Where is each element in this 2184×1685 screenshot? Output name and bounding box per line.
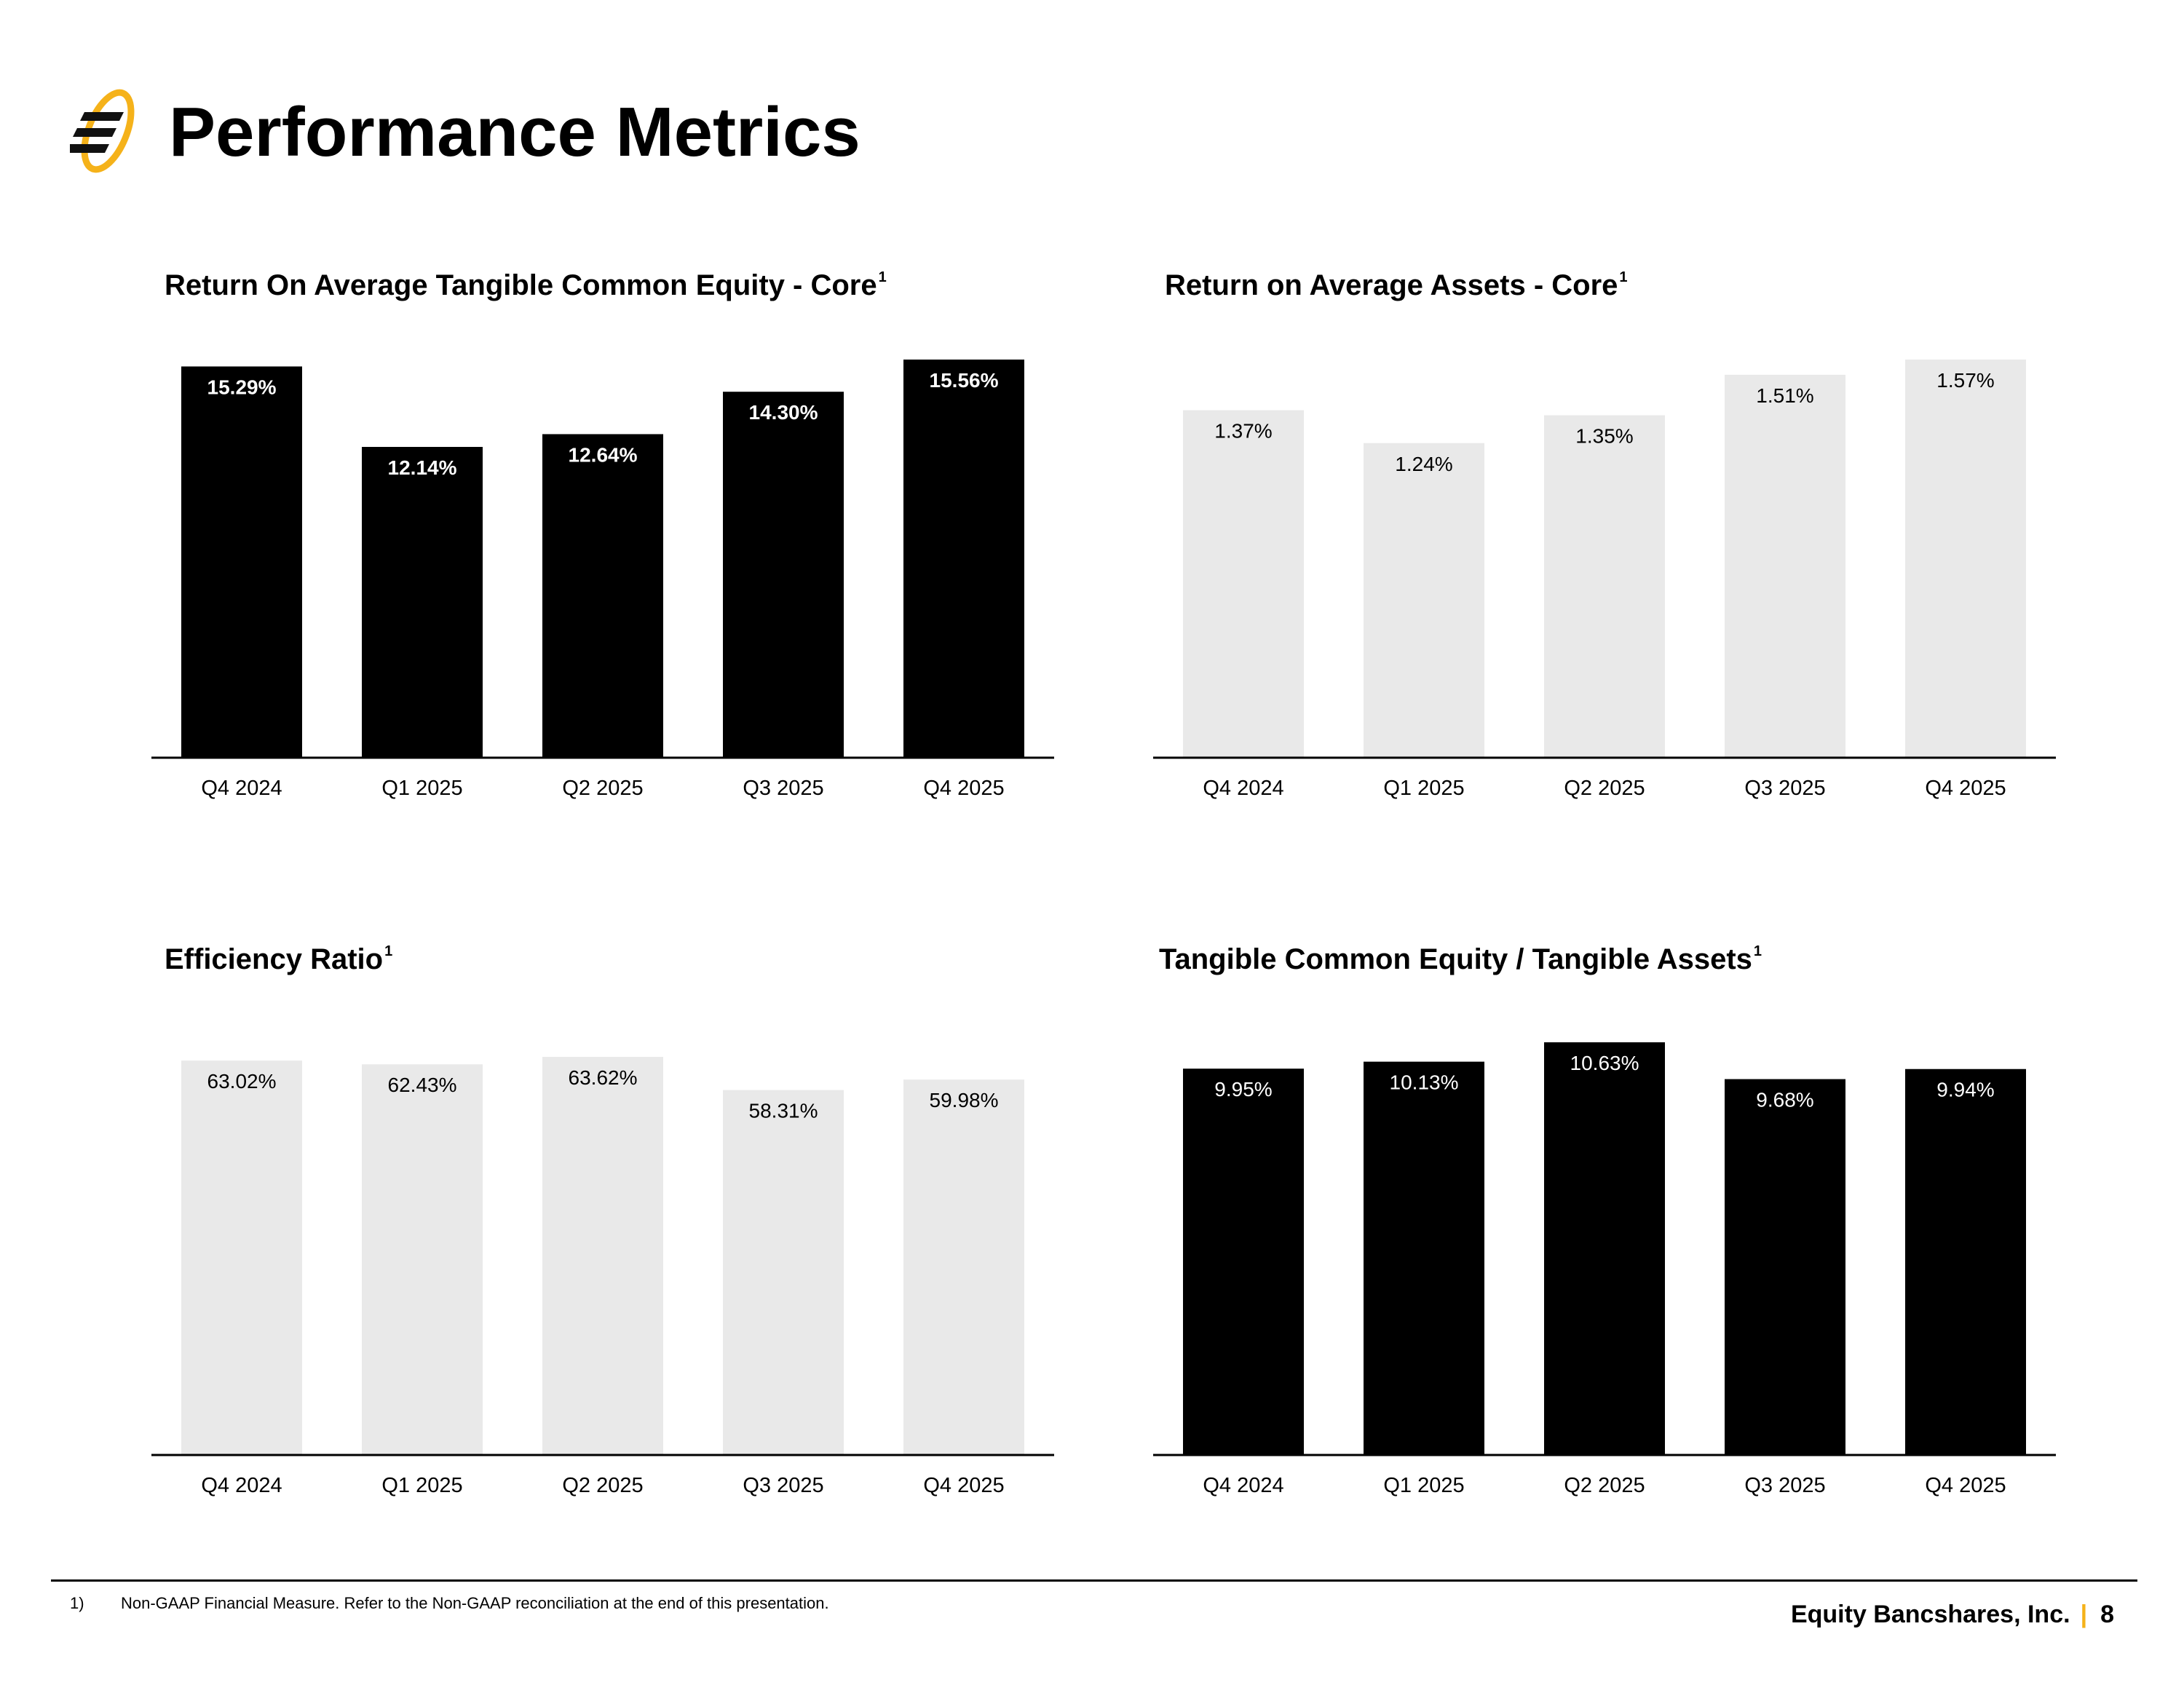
x-tick-label: Q2 2025 (1564, 1474, 1645, 1497)
bar-q4-2024 (181, 1060, 302, 1454)
x-tick-label: Q2 2025 (562, 1474, 643, 1497)
bar-q3-2025 (1725, 374, 1845, 757)
x-tick-label: Q1 2025 (381, 1474, 462, 1497)
chart-roaa: 1.37% Q4 2024 1.24% Q1 2025 1.35% Q2 2025 1.51… (1153, 360, 2056, 800)
bar-q1-2025 (362, 447, 483, 757)
bar-q4-2025 (903, 360, 1024, 757)
data-label: 10.63% (1570, 1052, 1639, 1074)
bar-q2-2025 (542, 434, 663, 757)
chart-title-rotce: Return On Average Tangible Common Equity… (165, 259, 887, 304)
x-tick-label: Q3 2025 (1744, 777, 1825, 800)
bar-q4-2025 (1905, 1069, 2026, 1454)
x-tick-label: Q4 2025 (1925, 1474, 2006, 1497)
footnote-marker: 1 (878, 269, 887, 285)
bar-q3-2025 (1725, 1079, 1845, 1454)
x-tick-label: Q4 2024 (201, 1474, 282, 1497)
data-label: 1.35% (1575, 425, 1633, 448)
data-label: 62.43% (388, 1074, 457, 1096)
data-label: 1.24% (1395, 453, 1452, 475)
footnote-number: 1) (70, 1594, 84, 1612)
chart-title-text: Return on Average Assets - Core (1165, 269, 1618, 301)
company-name: Equity Bancshares, Inc. (1790, 1601, 2070, 1628)
data-label: 1.37% (1214, 420, 1272, 443)
bar-q1-2025 (1364, 443, 1484, 757)
equity-logo-icon (70, 89, 135, 173)
x-tick-label: Q3 2025 (743, 1474, 823, 1497)
data-label: 58.31% (749, 1100, 818, 1122)
x-tick-label: Q2 2025 (1564, 777, 1645, 800)
chart-title-text: Tangible Common Equity / Tangible Assets (1159, 943, 1752, 975)
footnote: 1) Non-GAAP Financial Measure. Refer to t… (70, 1593, 829, 1614)
page-title: Performance Metrics (169, 93, 860, 171)
x-tick-label: Q1 2025 (381, 777, 462, 800)
bar-q2-2025 (1544, 415, 1665, 757)
bar-q2-2025 (542, 1057, 663, 1454)
x-tick-label: Q3 2025 (743, 777, 823, 800)
chart-title-text: Efficiency Ratio (165, 943, 384, 975)
data-label: 1.51% (1756, 384, 1813, 407)
bar-q3-2025 (723, 1090, 844, 1454)
data-label: 9.68% (1756, 1089, 1813, 1111)
data-label: 9.95% (1214, 1078, 1272, 1101)
data-label: 9.94% (1936, 1079, 1994, 1101)
data-label: 15.56% (930, 369, 999, 392)
footer-separator: | (2080, 1601, 2088, 1628)
data-label: 10.13% (1390, 1071, 1459, 1094)
footnote-text: Non-GAAP Financial Measure. Refer to the… (121, 1594, 829, 1612)
chart-title-tce-ta: Tangible Common Equity / Tangible Assets… (1159, 933, 1762, 978)
bar-q2-2025 (1544, 1042, 1665, 1454)
x-tick-label: Q2 2025 (562, 777, 643, 800)
x-tick-label: Q4 2025 (1925, 777, 2006, 800)
page-number: 8 (2100, 1601, 2114, 1628)
x-tick-label: Q4 2025 (923, 1474, 1004, 1497)
data-label: 1.57% (1936, 369, 1994, 392)
bar-q4-2024 (1183, 410, 1304, 757)
footnote-marker: 1 (1753, 943, 1762, 959)
x-tick-label: Q1 2025 (1383, 777, 1464, 800)
footer-brand: Equity Bancshares, Inc. | 8 (1791, 1598, 2114, 1630)
chart-title-text: Return On Average Tangible Common Equity… (165, 269, 877, 301)
footnote-marker: 1 (1619, 269, 1628, 285)
chart-efficiency-ratio: 63.02% Q4 2024 62.43% Q1 2025 63.62% Q2 2025 5… (151, 1057, 1054, 1497)
footnote-marker: 1 (384, 943, 393, 959)
x-tick-label: Q4 2024 (201, 777, 282, 800)
x-tick-label: Q1 2025 (1383, 1474, 1464, 1497)
x-tick-label: Q4 2024 (1203, 777, 1283, 800)
bar-q1-2025 (362, 1064, 483, 1454)
footer-divider (51, 1579, 2137, 1582)
chart-tce-ta: 9.95% Q4 2024 10.13% Q1 2025 10.63% Q2 2025 9.… (1153, 1042, 2056, 1497)
bar-q3-2025 (723, 392, 844, 757)
bar-q1-2025 (1364, 1061, 1484, 1454)
x-tick-label: Q4 2024 (1203, 1474, 1283, 1497)
data-label: 12.64% (569, 443, 638, 466)
data-label: 12.14% (388, 456, 457, 479)
x-tick-label: Q3 2025 (1744, 1474, 1825, 1497)
data-label: 63.02% (207, 1070, 277, 1093)
bar-q4-2024 (181, 366, 302, 757)
data-label: 15.29% (207, 376, 277, 398)
data-label: 59.98% (930, 1089, 999, 1111)
data-label: 63.62% (569, 1066, 638, 1089)
chart-rotce: 15.29% Q4 2024 12.14% Q1 2025 12.64% Q2 2025 1… (151, 360, 1054, 800)
chart-title-efficiency: Efficiency Ratio 1 (165, 933, 392, 978)
x-tick-label: Q4 2025 (923, 777, 1004, 800)
bar-q4-2025 (903, 1079, 1024, 1454)
bar-q4-2024 (1183, 1069, 1304, 1454)
chart-title-roaa: Return on Average Assets - Core 1 (1165, 259, 1628, 304)
data-label: 14.30% (749, 401, 818, 424)
bar-q4-2025 (1905, 360, 2026, 757)
